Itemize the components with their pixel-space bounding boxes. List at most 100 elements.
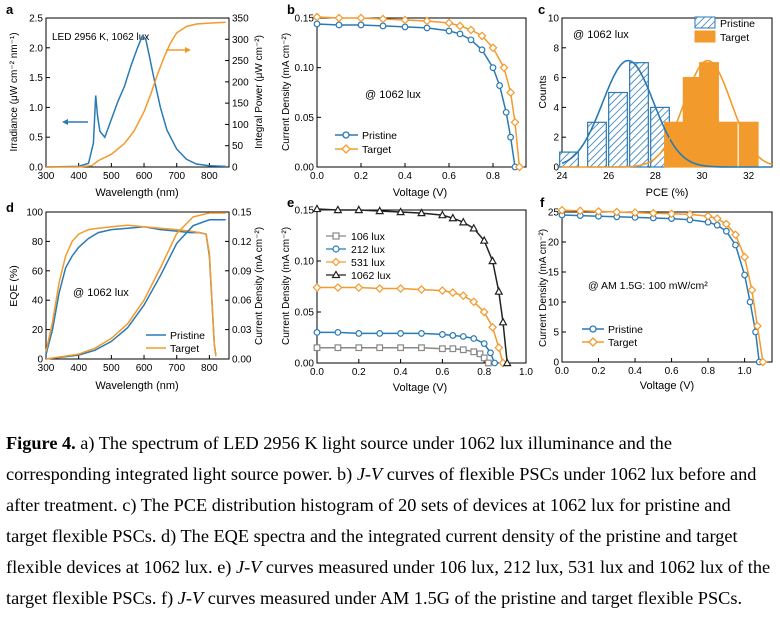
data-point: [594, 206, 603, 216]
x-tick-label: 0.8: [701, 366, 715, 377]
panel-c: @ 1062 lux PCE (%) Counts 24 26 28 30 32 024…: [537, 14, 773, 199]
data-point: [491, 359, 499, 367]
x-tick-label: 700: [168, 171, 185, 182]
data-point: [355, 344, 363, 352]
data-point: [334, 344, 342, 352]
fit-curves: [561, 59, 773, 168]
data-point: [494, 286, 504, 295]
x-tick-label: 500: [103, 171, 120, 182]
data-point: [740, 252, 750, 262]
plot-frame: [316, 17, 527, 168]
data-point: [732, 241, 739, 249]
data-point: [469, 223, 479, 232]
x-tick-label: 32: [743, 171, 755, 182]
caption-text: curves of flexible PSCs under 1062 lux b…: [6, 464, 757, 577]
y2-tick-label: 50: [232, 141, 244, 152]
x-tick-label: 800: [201, 363, 218, 374]
data-point: [397, 330, 405, 337]
x-tick-label: 0.4: [398, 171, 412, 182]
legend-target-label: Target: [608, 337, 637, 349]
data-point: [396, 284, 406, 293]
legend: 106 lux 212 lux 531 lux 1062 lux: [326, 231, 391, 282]
x-tick-label: 0.4: [628, 366, 642, 377]
series-line: [45, 212, 226, 360]
x-tick-label: 600: [136, 363, 153, 374]
y-axis-label: EQE (%): [8, 265, 20, 306]
histogram-bar: [587, 121, 607, 168]
legend-target-swatch: [694, 30, 716, 43]
legend-531-marker: [331, 257, 341, 267]
x-axis-label: Wavelength (nm): [95, 187, 178, 199]
data-point: [423, 24, 431, 32]
caption-jv: J-V: [356, 464, 383, 484]
y-tick-label: 10: [548, 298, 560, 309]
data-point: [575, 206, 585, 216]
xticks: 300 400 500 600 700 800: [38, 163, 218, 182]
data-point: [477, 31, 487, 41]
y-tick-label: 5: [553, 328, 559, 339]
y-axis-label: Counts: [537, 75, 549, 108]
x-tick-label: 0.6: [665, 366, 679, 377]
y-tick-label: 100: [26, 208, 43, 219]
data-point: [448, 288, 458, 298]
data-point: [498, 317, 508, 326]
legend-target-label: Target: [362, 144, 391, 156]
y-tick-label: 0: [553, 358, 559, 369]
figure-caption: Figure 4. a) The spectrum of LED 2956 K …: [6, 428, 774, 614]
yticks: 0 5 10 15 20 25: [548, 208, 566, 369]
data-point: [467, 36, 475, 44]
y-tick-label: 0.15: [295, 206, 315, 217]
legend-1062-label: 1062 lux: [351, 270, 391, 282]
data-point: [313, 20, 321, 28]
y-tick-label: 6: [553, 73, 559, 84]
x-axis-label: Voltage (V): [393, 382, 447, 394]
y-tick-label: 0.5: [29, 133, 43, 144]
x-tick-label: 0.8: [486, 171, 500, 182]
data-point: [375, 206, 385, 215]
data-point: [417, 285, 426, 295]
legend-pristine-label: Pristine: [170, 330, 205, 342]
legend: Pristine Target: [335, 130, 397, 156]
y-tick-label: 1.0: [29, 103, 43, 114]
data-point: [612, 207, 622, 217]
legend: Pristine Target: [694, 16, 755, 44]
legend-212-label: 212 lux: [351, 244, 386, 256]
y-tick-label: 2: [553, 133, 559, 144]
y2ticks: 0.00 0.03 0.06 0.09 0.12 0.15: [225, 208, 252, 366]
data-point: [354, 205, 364, 214]
y-tick-label: 80: [32, 237, 44, 248]
y-tick-label: 2.0: [29, 43, 43, 54]
data-point: [466, 25, 476, 35]
data-point: [476, 350, 484, 358]
data-point: [488, 43, 498, 53]
caption-jv: J-V: [177, 588, 204, 608]
data-point: [439, 331, 446, 338]
data-point: [494, 343, 504, 353]
data-point: [334, 329, 342, 336]
y-tick-label: 10: [548, 14, 560, 25]
data-point: [455, 21, 465, 31]
y2-tick-label: 0.09: [232, 266, 252, 277]
data-point: [445, 27, 453, 35]
legend-target-label: Target: [720, 32, 749, 44]
panel-label-b: b: [287, 2, 295, 17]
plot-frame: [561, 211, 773, 363]
x-tick-label: 0.0: [310, 367, 324, 378]
caption-text: a) The spectrum of LED 2956 K light sour…: [6, 433, 672, 484]
data-point: [496, 82, 504, 89]
legend-target-label: Target: [170, 343, 199, 355]
data-point: [400, 15, 410, 25]
data-point: [449, 345, 457, 353]
panel-label-e: e: [287, 195, 294, 210]
data-point: [502, 358, 512, 367]
y-axis-label: Current Density (mA cm⁻²): [281, 227, 292, 345]
x-tick-label: 0.2: [592, 366, 606, 377]
data-point: [478, 46, 486, 54]
xticks: 0.0 0.2 0.4 0.6 0.8: [310, 163, 500, 182]
data-point: [741, 271, 749, 279]
y-tick-label: 2.5: [29, 14, 43, 25]
histogram-bar: [717, 121, 738, 168]
panel-f: @ AM 1.5G: 100 mW/cm² Voltage (V) Curren…: [538, 205, 773, 392]
data-point: [557, 205, 567, 215]
y-tick-label: 25: [548, 208, 560, 219]
